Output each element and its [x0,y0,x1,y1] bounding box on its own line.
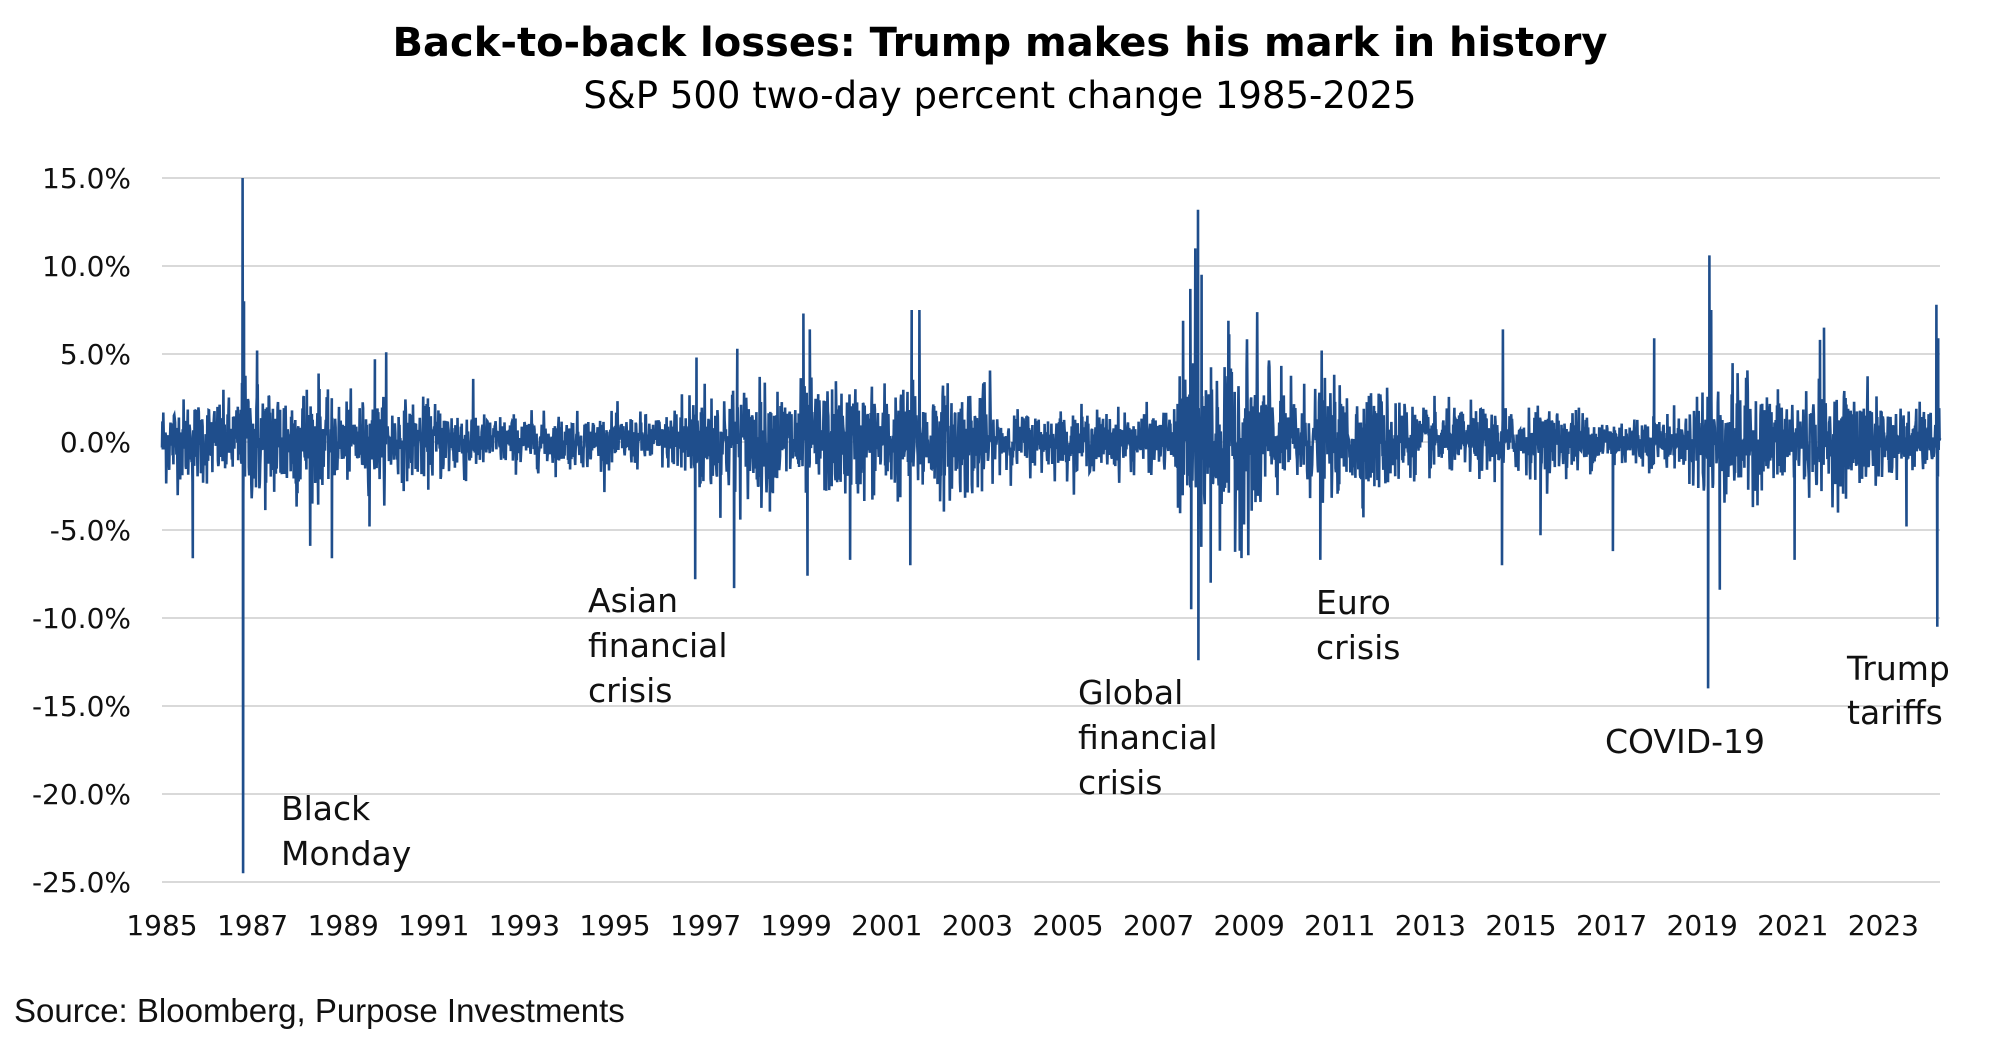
x-tick-label: 1995 [579,909,650,942]
y-tick-label: 15.0% [42,162,131,195]
x-tick-label: 2021 [1757,909,1828,942]
annotation-text: Trump [1846,649,1950,688]
annotations: Black Monday Asian financial crisis Global fin… [281,581,1950,873]
series-line [160,177,1942,874]
x-tick-label: 1999 [761,909,832,942]
x-tick-label: 2011 [1304,909,1375,942]
annotation-text: Euro [1316,583,1391,622]
y-tick-label: -20.0% [32,778,131,811]
y-tick-label: 10.0% [42,250,131,283]
x-tick-label: 2019 [1667,909,1738,942]
gridlines [162,177,1940,883]
y-tick-label: 0.0% [60,426,131,459]
x-tick-label: 2015 [1485,909,1556,942]
x-tick-label: 1993 [489,909,560,942]
x-tick-label: 1987 [217,909,288,942]
annotation-text: financial [1078,718,1218,757]
x-axis: 1985 1987 1989 1991 1993 1995 1997 1999 2001 2003… [126,909,1919,942]
chart-subtitle: S&P 500 two-day percent change 1985-2025 [583,74,1416,117]
y-axis: 15.0% 10.0% 5.0% 0.0% -5.0% -10.0% -15.0% -20.0… [32,162,131,899]
annotation-text: Global [1078,673,1183,712]
y-tick-label: -5.0% [50,514,131,547]
x-tick-label: 1985 [126,909,197,942]
x-tick-label: 1991 [398,909,469,942]
x-tick-label: 2009 [1214,909,1285,942]
x-tick-label: 2013 [1395,909,1466,942]
x-tick-label: 2005 [1032,909,1103,942]
annotation-text: crisis [1316,628,1400,667]
x-tick-label: 2007 [1123,909,1194,942]
chart-title: Back-to-back losses: Trump makes his mar… [393,20,1608,66]
annotation-text: Monday [281,834,411,873]
x-tick-label: 1997 [670,909,741,942]
x-tick-label: 2003 [942,909,1013,942]
annotation-text: financial [588,626,728,665]
source-note: Source: Bloomberg, Purpose Investments [14,992,625,1029]
annotation-text: crisis [588,671,672,710]
x-tick-label: 1989 [308,909,379,942]
annotation-text: Asian [588,581,678,620]
annotation-text: Black [281,789,371,828]
y-tick-label: -25.0% [32,866,131,899]
annotation-text: COVID-19 [1605,722,1765,761]
y-tick-label: -10.0% [32,602,131,635]
annotation-text: tariffs [1847,693,1943,732]
y-tick-label: 5.0% [60,338,131,371]
x-tick-label: 2001 [851,909,922,942]
annotation-text: crisis [1078,763,1162,802]
x-tick-label: 2023 [1848,909,1919,942]
y-tick-label: -15.0% [32,690,131,723]
x-tick-label: 2017 [1576,909,1647,942]
